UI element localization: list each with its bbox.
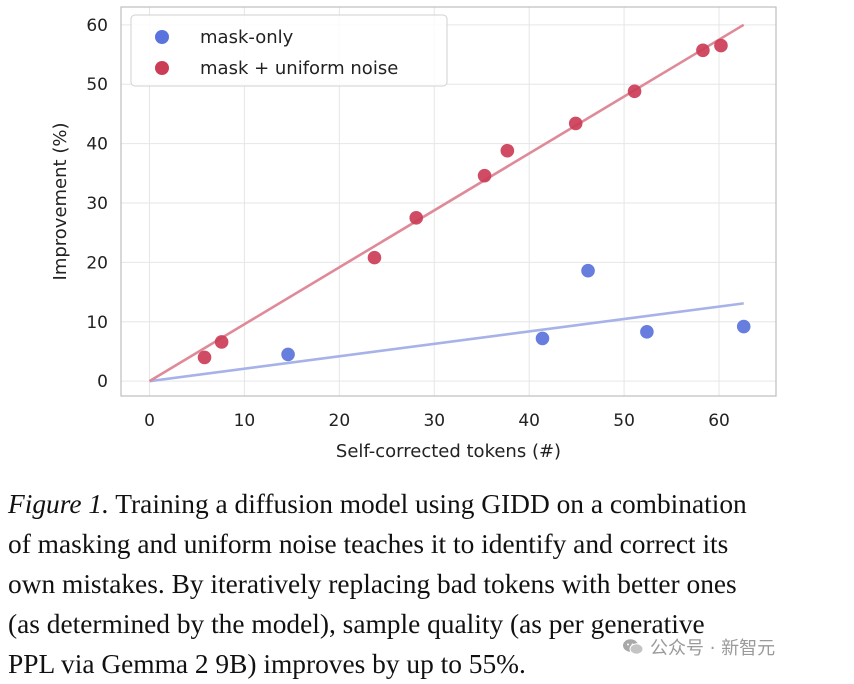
caption-line-1-text: Training a diffusion model using GIDD on… [108, 489, 747, 519]
x-tick-label: 0 [144, 411, 155, 431]
data-point-mask-uniform-noise [214, 335, 229, 349]
x-tick-labels: 0 10 20 30 40 50 60 [144, 411, 730, 431]
legend-label-mask-uniform-noise: mask + uniform noise [200, 58, 398, 79]
data-point-mask-only [535, 331, 550, 346]
x-tick-label: 10 [234, 411, 256, 431]
scatter-chart: 0 10 20 30 40 50 60 0 10 20 30 40 50 60 Self-correct… [50, 6, 777, 462]
data-point-mask-only [581, 263, 595, 278]
data-point-mask-uniform-noise [696, 43, 710, 58]
data-point-mask-uniform-noise [367, 250, 382, 265]
data-point-mask-uniform-noise [627, 84, 642, 99]
data-points [197, 38, 751, 365]
data-point-mask-uniform-noise [714, 38, 728, 53]
y-tick-label: 20 [86, 253, 108, 273]
plot-frame [120, 6, 777, 397]
fit-line-mask-only [149, 302, 744, 383]
caption-line-5: PPL via Gemma 2 9B) improves by up to 55… [8, 649, 526, 679]
wechat-icon [623, 639, 644, 655]
y-tick-label: 30 [86, 194, 108, 214]
caption-line-4: (as determined by the model), sample qua… [8, 609, 705, 639]
watermark: 公众号 · 新智元 [622, 634, 776, 660]
legend-box [130, 14, 448, 87]
legend-marker-mask-only [155, 30, 169, 44]
data-point-mask-uniform-noise [568, 116, 583, 131]
data-point-mask-uniform-noise [409, 211, 424, 225]
y-tick-labels: 0 10 20 30 40 50 60 [86, 16, 108, 392]
legend-label-mask-only: mask-only [200, 27, 294, 48]
y-tick-label: 60 [86, 16, 108, 36]
x-axis-label: Self-corrected tokens (#) [336, 441, 561, 462]
caption-line-3: own mistakes. By iteratively replacing b… [8, 569, 737, 599]
grid-lines [121, 7, 776, 396]
watermark-text: 公众号 · 新智元 [650, 638, 776, 659]
data-point-mask-only [640, 325, 654, 339]
y-tick-label: 0 [97, 372, 108, 392]
fit-line-mask-uniform-noise [148, 23, 745, 383]
caption-figure-label: Figure 1. [8, 489, 109, 519]
x-tick-label: 30 [423, 411, 445, 431]
data-point-mask-only [281, 347, 295, 362]
legend: mask-only mask + uniform noise [130, 14, 448, 87]
x-tick-label: 50 [613, 411, 635, 431]
caption-line-2: of masking and uniform noise teaches it … [8, 529, 729, 559]
y-tick-label: 40 [86, 135, 108, 155]
x-tick-label: 20 [329, 411, 351, 431]
y-axis-label: Improvement (%) [50, 123, 71, 281]
y-tick-label: 50 [86, 75, 108, 95]
data-point-mask-uniform-noise [500, 143, 515, 158]
y-tick-label: 10 [86, 313, 108, 333]
fit-lines [148, 23, 745, 383]
data-point-mask-only [736, 319, 751, 334]
x-tick-label: 40 [518, 411, 540, 431]
data-point-mask-uniform-noise [477, 168, 492, 183]
data-point-mask-uniform-noise [197, 350, 212, 365]
legend-marker-mask-uniform-noise [155, 61, 169, 75]
x-tick-label: 60 [708, 411, 730, 431]
figure-caption: Figure 1. Training a diffusion model usi… [8, 484, 854, 684]
caption-line-1: Figure 1. Training a diffusion model usi… [8, 484, 854, 524]
